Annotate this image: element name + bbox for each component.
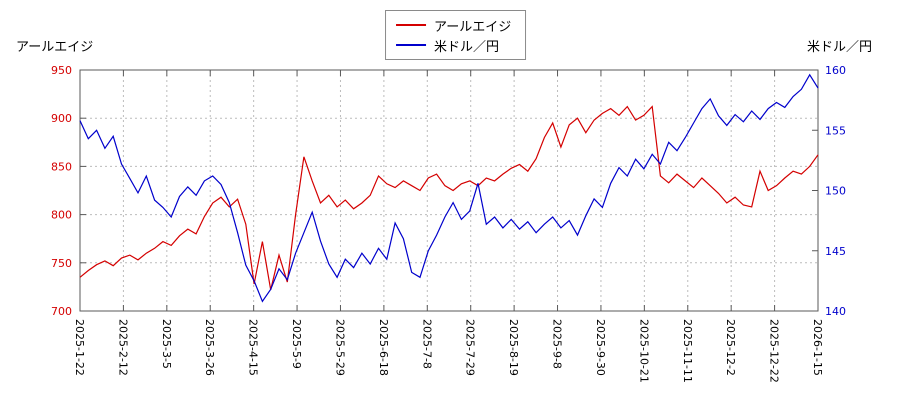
svg-text:2025-9-8: 2025-9-8 <box>551 319 564 369</box>
legend-line-blue <box>396 44 427 46</box>
svg-text:2025-7-29: 2025-7-29 <box>464 319 477 376</box>
left-axis-title: アールエイジ <box>16 40 94 55</box>
svg-text:140: 140 <box>825 305 846 318</box>
svg-text:2025-7-8: 2025-7-8 <box>420 319 433 369</box>
legend-label-rage: アールエイジ <box>434 19 512 35</box>
svg-text:2025-5-29: 2025-5-29 <box>333 319 346 376</box>
svg-text:2025-3-5: 2025-3-5 <box>160 319 173 369</box>
svg-text:2025-1-22: 2025-1-22 <box>73 319 86 376</box>
svg-text:2025-2-12: 2025-2-12 <box>116 319 129 376</box>
right-axis-title: 米ドル／円 <box>806 40 872 55</box>
svg-text:2025-8-19: 2025-8-19 <box>507 319 520 376</box>
legend-item-rage: アールエイジ <box>396 15 511 35</box>
legend-line-red <box>396 24 427 26</box>
legend-item-usdjpy: 米ドル／円 <box>396 35 511 55</box>
svg-text:2025-6-18: 2025-6-18 <box>377 319 390 376</box>
svg-text:2025-11-11: 2025-11-11 <box>681 319 694 383</box>
svg-text:800: 800 <box>51 209 72 222</box>
svg-text:150: 150 <box>825 185 846 198</box>
svg-text:2025-5-9: 2025-5-9 <box>290 319 303 369</box>
svg-text:2026-1-15: 2026-1-15 <box>811 319 824 376</box>
svg-text:2025-12-2: 2025-12-2 <box>724 319 737 376</box>
svg-text:700: 700 <box>51 305 72 318</box>
legend-label-usdjpy: 米ドル／円 <box>434 39 500 55</box>
svg-text:2025-12-22: 2025-12-22 <box>768 319 781 383</box>
svg-text:2025-10-21: 2025-10-21 <box>637 319 650 383</box>
svg-text:950: 950 <box>51 64 72 77</box>
svg-text:145: 145 <box>825 245 846 258</box>
svg-text:900: 900 <box>51 112 72 125</box>
svg-text:850: 850 <box>51 160 72 173</box>
svg-text:750: 750 <box>51 257 72 270</box>
svg-text:2025-3-26: 2025-3-26 <box>203 319 216 376</box>
svg-text:160: 160 <box>825 64 846 77</box>
svg-text:2025-4-15: 2025-4-15 <box>247 319 260 376</box>
svg-text:2025-9-30: 2025-9-30 <box>594 319 607 376</box>
svg-text:155: 155 <box>825 124 846 137</box>
legend: アールエイジ 米ドル／円 <box>385 10 527 60</box>
